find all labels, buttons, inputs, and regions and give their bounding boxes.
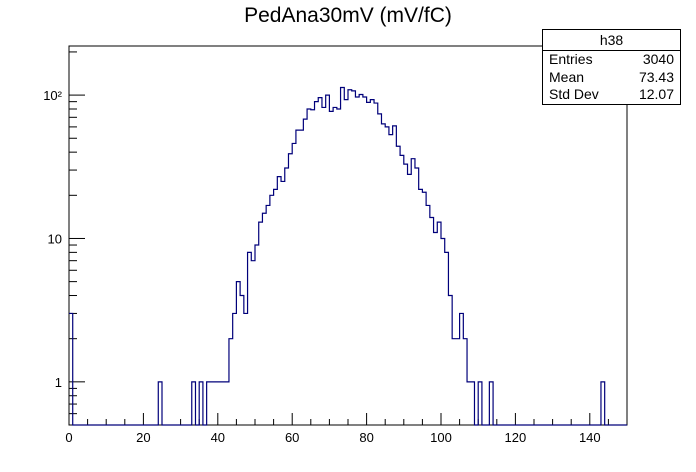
stats-row-entries: Entries 3040 bbox=[543, 51, 680, 69]
chart-title: PedAna30mV (mV/fC) bbox=[244, 4, 452, 27]
stats-row-stddev: Std Dev 12.07 bbox=[543, 86, 680, 104]
stats-entries-value: 3040 bbox=[642, 51, 674, 67]
x-axis: 0 20 40 60 80 100 120 140 bbox=[65, 413, 628, 445]
stats-histogram-name: h38 bbox=[543, 30, 680, 51]
stats-entries-label: Entries bbox=[549, 51, 593, 67]
y-axis: 1 10 10² bbox=[43, 51, 85, 426]
stats-row-mean: Mean 73.43 bbox=[543, 69, 680, 87]
y-tick-label: 1 bbox=[55, 375, 62, 390]
y-tick-label: 10² bbox=[43, 88, 62, 103]
stats-stddev-value: 12.07 bbox=[638, 86, 674, 102]
x-tick-label: 100 bbox=[430, 430, 452, 445]
stats-mean-value: 73.43 bbox=[638, 68, 674, 85]
y-tick-label: 10 bbox=[48, 231, 62, 246]
stats-stddev-label: Std Dev bbox=[549, 86, 599, 102]
x-tick-label: 40 bbox=[211, 430, 225, 445]
x-tick-label: 140 bbox=[579, 430, 601, 445]
stats-mean-label: Mean bbox=[549, 68, 585, 85]
histogram-line bbox=[69, 86, 627, 426]
x-tick-label: 120 bbox=[505, 430, 527, 445]
x-tick-label: 80 bbox=[359, 430, 373, 445]
x-tick-label: 60 bbox=[285, 430, 299, 445]
x-tick-label: 0 bbox=[65, 430, 72, 445]
stats-box: h38 Entries 3040 Mean 73.43 Std Dev 12.0… bbox=[542, 29, 681, 105]
x-tick-label: 20 bbox=[136, 430, 150, 445]
